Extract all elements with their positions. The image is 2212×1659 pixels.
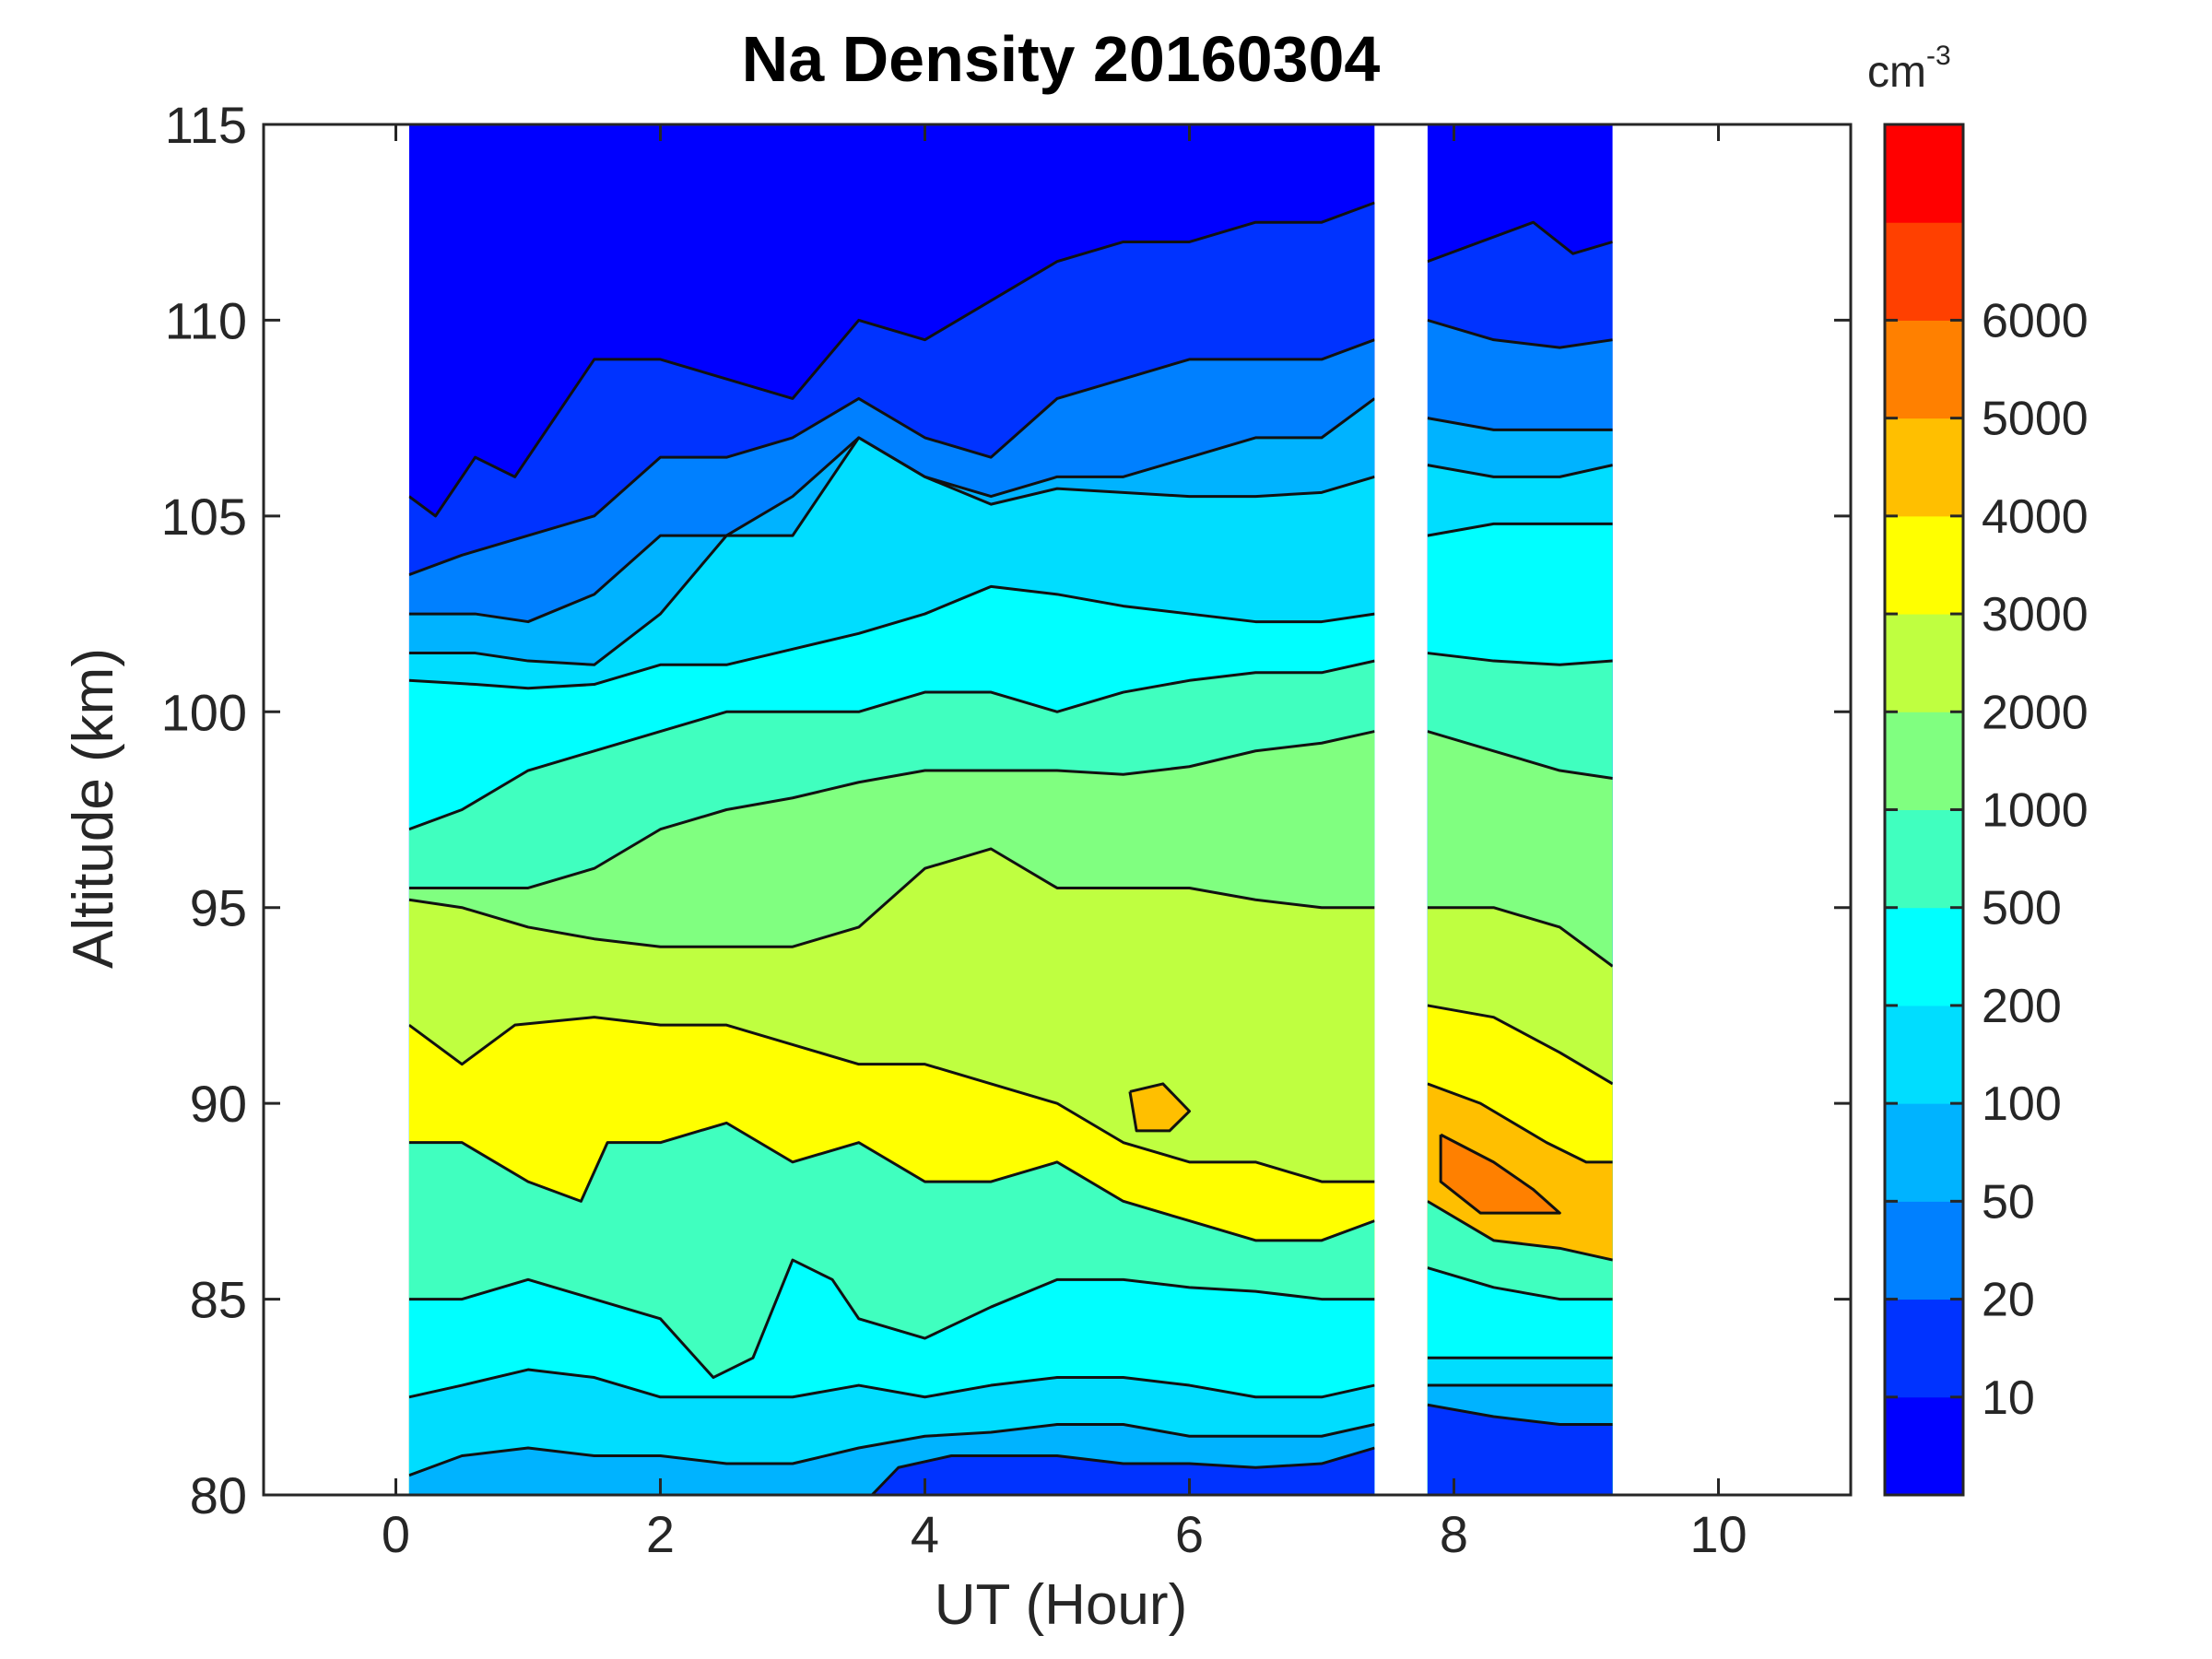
contour-line-50	[1427, 417, 1613, 431]
contour-line-500	[1427, 1266, 1613, 1301]
contour-fill-lower-20	[408, 1448, 1375, 1495]
contour-line-3000	[408, 1016, 1375, 1183]
y-tick-label: 100	[161, 683, 247, 741]
axes-frame	[262, 123, 1853, 1497]
colorbar-tick-label: 100	[1982, 1077, 2062, 1131]
contour-line-100	[408, 436, 1375, 666]
colorbar-band	[1885, 124, 1963, 223]
colorbar-tick-label: 5000	[1982, 393, 2088, 446]
colorbar-band	[1885, 1005, 1963, 1104]
plot-area	[264, 124, 1851, 1495]
contour-line-500	[1427, 652, 1613, 666]
contour-lines	[408, 201, 1613, 1495]
contour-fill-5000-island	[1441, 1135, 1560, 1214]
contour-line-1000	[408, 730, 1375, 889]
contour-fill-4000-island	[1129, 1083, 1190, 1131]
contour-line-1000	[408, 1121, 1375, 1242]
colorbar-tick-label: 20	[1982, 1274, 2035, 1327]
colorbar-unit-exponent: -3	[1926, 41, 1951, 71]
data-segment-1	[408, 124, 1375, 1495]
axes: 0 2 4 6 8 10 80 85 90 95 100 105 110 115	[161, 96, 1853, 1563]
y-tick-label: 80	[190, 1466, 247, 1524]
colorbar-band	[1885, 1396, 1963, 1496]
contour-line-100	[408, 1423, 1375, 1477]
y-tick-label: 105	[161, 488, 247, 546]
colorbar-band	[1885, 222, 1963, 321]
x-tick-label: 2	[646, 1505, 675, 1563]
colorbar-tick-label: 200	[1982, 980, 2062, 1033]
contour-line-200	[1427, 522, 1613, 537]
colorbar-tick-label: 2000	[1982, 686, 2088, 739]
y-tick-label: 85	[190, 1271, 247, 1329]
colorbar-band	[1885, 1201, 1963, 1300]
colorbar-band	[1885, 515, 1963, 615]
colorbar: 10 20 50 100 200 500 1000 2000 3000 4000 5000 6000	[1883, 123, 2088, 1497]
colorbar-tick-label: 1000	[1982, 784, 2088, 838]
contour-line-1000	[1427, 1200, 1613, 1262]
x-tick-label: 0	[382, 1505, 410, 1563]
contour-line-500	[408, 1258, 1375, 1380]
contour-line-4000	[1128, 1082, 1191, 1133]
colorbar-tick-label: 3000	[1982, 588, 2088, 641]
contour-line-5000	[1439, 1133, 1561, 1215]
colorbar-band	[1885, 809, 1963, 909]
contour-line-10	[408, 201, 1375, 518]
colorbar-tick-label: 10	[1982, 1371, 2035, 1425]
y-tick-label: 115	[165, 96, 247, 154]
contour-line-20	[408, 338, 1375, 576]
contour-line-20	[1427, 318, 1613, 349]
x-tick-label: 8	[1440, 1505, 1468, 1563]
contour-fill-lower-20	[1427, 1405, 1613, 1495]
chart-title: Na Density 20160304	[742, 23, 1381, 95]
colorbar-band	[1885, 614, 1963, 712]
x-tick-label: 10	[1689, 1505, 1747, 1563]
y-tick-label: 90	[190, 1075, 247, 1133]
contour-line-10	[1427, 220, 1613, 264]
colorbar-band	[1885, 907, 1963, 1006]
contour-line-1000	[1427, 730, 1613, 780]
y-tick-label: 95	[190, 879, 247, 937]
contour-line-100	[1427, 464, 1613, 478]
y-axis-label: Altitude (km)	[62, 648, 125, 969]
colorbar-tick-label: 500	[1982, 882, 2062, 935]
contour-line-3000	[1427, 1004, 1613, 1086]
colorbar-tick-label: 50	[1982, 1175, 2035, 1229]
data-segment-2	[1427, 124, 1613, 1495]
colorbar-unit: cm-3	[1867, 41, 1951, 97]
colorbar-tick-label: 4000	[1982, 490, 2088, 544]
contour-line-200	[408, 1368, 1375, 1399]
y-tick-label: 110	[165, 291, 247, 349]
colorbar-band	[1885, 418, 1963, 517]
colorbar-unit-base: cm	[1867, 48, 1926, 97]
x-axis-label: UT (Hour)	[935, 1573, 1187, 1637]
colorbar-band	[1885, 320, 1963, 419]
contour-line-2000	[1427, 906, 1613, 968]
x-tick-label: 4	[911, 1505, 939, 1563]
x-tick-label: 6	[1175, 1505, 1204, 1563]
colorbar-band	[1885, 1103, 1963, 1202]
colorbar-band	[1885, 712, 1963, 810]
colorbar-tick-label: 6000	[1982, 294, 2088, 347]
contour-line-20	[871, 1446, 1375, 1495]
contour-line-2000	[408, 847, 1375, 948]
contour-line-500	[408, 659, 1375, 831]
colorbar-band	[1885, 1299, 1963, 1398]
contour-line-20	[1427, 1403, 1613, 1427]
contour-line-4000	[1427, 1082, 1613, 1164]
contour-line-200	[408, 584, 1375, 690]
